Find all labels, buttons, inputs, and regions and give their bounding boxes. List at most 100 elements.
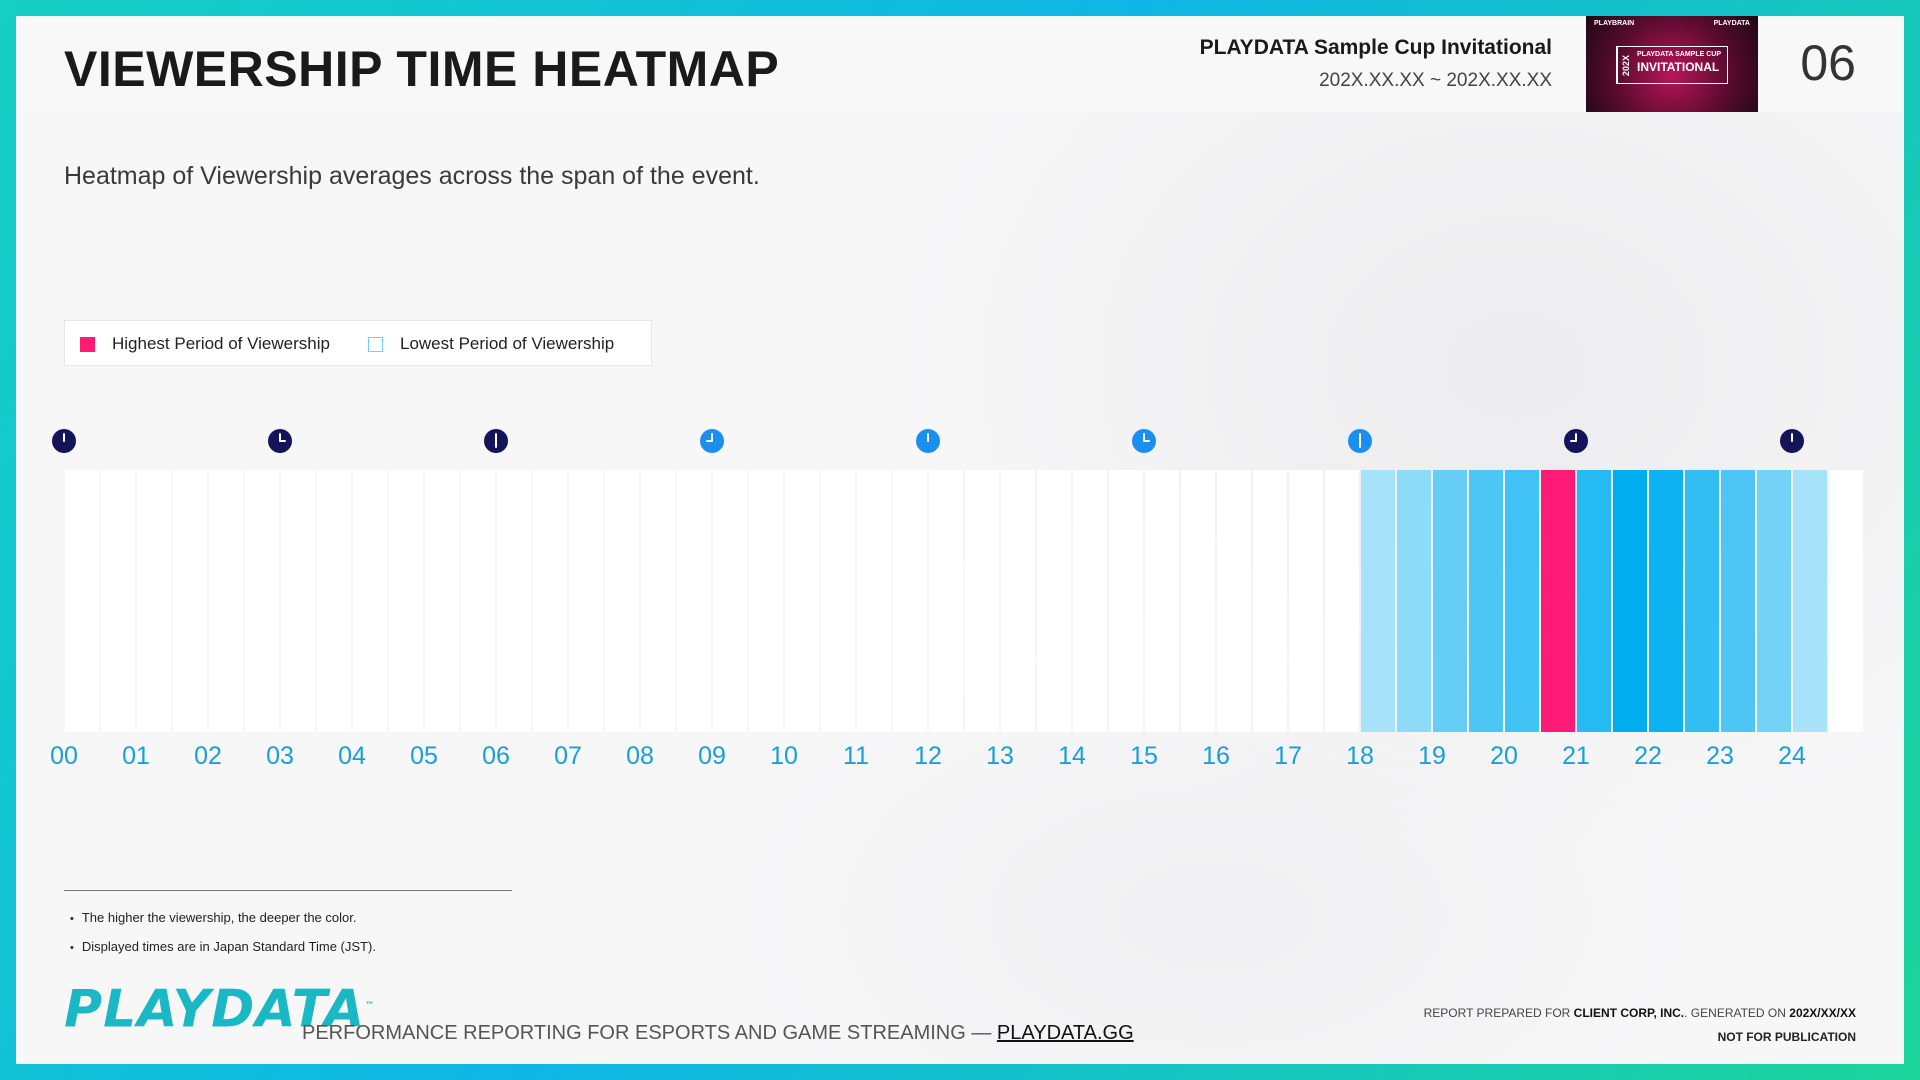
- heatmap-cell: [1469, 470, 1503, 732]
- event-name: PLAYDATA Sample Cup Invitational: [1199, 36, 1552, 59]
- hour-tick-label: 24: [1778, 742, 1806, 770]
- heatmap-cells: [65, 470, 1863, 732]
- heatmap-cell: [245, 470, 279, 732]
- footnotes: The higher the viewership, the deeper th…: [70, 904, 376, 962]
- thumbnail-left-brand: PLAYBRAIN: [1594, 20, 1635, 27]
- clock-markers: [52, 429, 1804, 453]
- legend-item-highest: Highest Period of Viewership: [80, 321, 330, 367]
- heatmap-cell: [65, 470, 99, 732]
- heatmap-cell-peak: [1541, 470, 1575, 732]
- heatmap-cell: [1505, 470, 1539, 732]
- hour-tick-label: 07: [554, 742, 582, 770]
- hour-tick-label: 02: [194, 742, 222, 770]
- clock-6-icon: [1348, 429, 1372, 453]
- hour-tick-label: 12: [914, 742, 942, 770]
- heatmap-cell: [1649, 470, 1683, 732]
- heatmap-cell: [1109, 470, 1143, 732]
- heatmap-cell: [1397, 470, 1431, 732]
- legend-item-lowest: Lowest Period of Viewership: [368, 321, 614, 367]
- event-thumbnail: PLAYBRAIN PLAYDATA 202X PLAYDATA SAMPLE …: [1586, 16, 1758, 112]
- not-for-publication: NOT FOR PUBLICATION: [1717, 1030, 1856, 1044]
- heatmap-cell: [677, 470, 711, 732]
- heatmap-cell: [461, 470, 495, 732]
- heatmap-cell: [317, 470, 351, 732]
- clock-3-icon: [1132, 429, 1156, 453]
- generated-date: 202X/XX/XX: [1789, 1006, 1856, 1020]
- heatmap-cell: [1757, 470, 1791, 732]
- heatmap-cell: [1685, 470, 1719, 732]
- heatmap-cell: [209, 470, 243, 732]
- heatmap-cell: [1829, 470, 1863, 732]
- heatmap-cell: [713, 470, 747, 732]
- heatmap-cell: [965, 470, 999, 732]
- heatmap-cell: [1001, 470, 1035, 732]
- heatmap-cell: [173, 470, 207, 732]
- heatmap-cell: [137, 470, 171, 732]
- page-header: VIEWERSHIP TIME HEATMAP PLAYDATA Sample …: [16, 16, 1904, 112]
- heatmap-cell: [1289, 470, 1323, 732]
- heatmap-cell: [641, 470, 675, 732]
- playdata-link[interactable]: PLAYDATA.GG: [996, 1022, 1134, 1044]
- heatmap-cell: [1721, 470, 1755, 732]
- hour-tick-label: 18: [1346, 742, 1374, 770]
- thumbnail-big-text: INVITATIONAL: [1637, 60, 1720, 74]
- hour-tick-label: 19: [1418, 742, 1446, 770]
- thumbnail-year: 202X: [1617, 47, 1634, 83]
- event-dates: 202X.XX.XX ~ 202X.XX.XX: [1319, 70, 1552, 91]
- heatmap-cell: [1433, 470, 1467, 732]
- hour-tick-label: 01: [122, 742, 150, 770]
- playdata-logo: PLAYDATA™: [64, 980, 375, 1035]
- hour-tick-label: 20: [1490, 742, 1518, 770]
- heatmap-cell: [1253, 470, 1287, 732]
- hour-tick-label: 13: [986, 742, 1014, 770]
- hour-tick-label: 16: [1202, 742, 1230, 770]
- hour-tick-label: 22: [1634, 742, 1662, 770]
- footnote-item: Displayed times are in Japan Standard Ti…: [70, 933, 376, 962]
- heatmap-cell: [1613, 470, 1647, 732]
- footer-tagline: PERFORMANCE REPORTING FOR ESPORTS AND GA…: [302, 1022, 1134, 1045]
- thumbnail-small-text: PLAYDATA SAMPLE CUP: [1637, 51, 1722, 58]
- heatmap-cell: [749, 470, 783, 732]
- hour-tick-label: 17: [1274, 742, 1302, 770]
- report-prefix: REPORT PREPARED FOR: [1423, 1006, 1571, 1020]
- report-page: VIEWERSHIP TIME HEATMAP PLAYDATA Sample …: [16, 16, 1904, 1064]
- heatmap-cell: [1325, 470, 1359, 732]
- generated-prefix: . GENERATED ON: [1684, 1006, 1786, 1020]
- legend-label-lowest: Lowest Period of Viewership: [400, 334, 615, 353]
- hour-tick-label: 10: [770, 742, 798, 770]
- heatmap-cell: [785, 470, 819, 732]
- clock-12-icon: [52, 429, 76, 453]
- clock-12-icon: [1780, 429, 1804, 453]
- heatmap-cell: [1145, 470, 1179, 732]
- heatmap-cell: [1361, 470, 1395, 732]
- clock-9-icon: [700, 429, 724, 453]
- hour-tick-label: 00: [50, 742, 78, 770]
- heatmap-cell: [1037, 470, 1071, 732]
- footnote-divider: [64, 890, 512, 891]
- hour-tick-label: 23: [1706, 742, 1734, 770]
- page-number: 06: [1800, 35, 1856, 91]
- hour-tick-label: 06: [482, 742, 510, 770]
- legend-swatch-lowest: [368, 336, 383, 352]
- heatmap-cell: [893, 470, 927, 732]
- hour-tick-label: 11: [843, 742, 869, 770]
- heatmap-cell: [389, 470, 423, 732]
- hour-tick-label: 05: [410, 742, 438, 770]
- logo-trademark: ™: [365, 1001, 376, 1011]
- legend-swatch-highest: [80, 336, 95, 352]
- hour-tick-label: 21: [1562, 742, 1590, 770]
- heatmap-cell: [1577, 470, 1611, 732]
- heatmap-cell: [281, 470, 315, 732]
- heatmap-cell: [533, 470, 567, 732]
- footnote-item: The higher the viewership, the deeper th…: [70, 904, 376, 933]
- chart-legend: Highest Period of Viewership Lowest Peri…: [64, 320, 652, 366]
- hour-tick-label: 15: [1130, 742, 1158, 770]
- thumbnail-title-box: 202X PLAYDATA SAMPLE CUP INVITATIONAL: [1616, 46, 1728, 84]
- hour-tick-label: 03: [266, 742, 294, 770]
- heatmap-cell: [1181, 470, 1215, 732]
- heatmap-cell: [605, 470, 639, 732]
- clock-6-icon: [484, 429, 508, 453]
- heatmap-cell: [1217, 470, 1251, 732]
- heatmap-cell: [857, 470, 891, 732]
